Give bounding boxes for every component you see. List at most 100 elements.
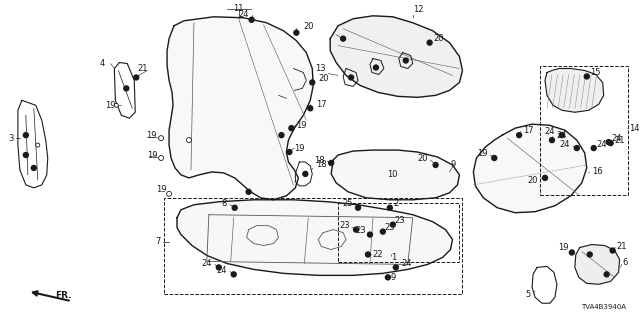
Circle shape (246, 189, 251, 194)
Circle shape (403, 58, 408, 63)
Circle shape (36, 143, 40, 147)
Circle shape (610, 248, 615, 253)
Text: 18: 18 (315, 156, 325, 164)
Text: 19: 19 (477, 148, 487, 157)
Text: 24: 24 (559, 140, 570, 148)
Circle shape (329, 161, 333, 165)
Text: 18: 18 (316, 160, 327, 170)
Text: 23: 23 (395, 216, 406, 225)
Text: 24: 24 (545, 127, 555, 136)
Circle shape (186, 138, 191, 143)
Circle shape (365, 252, 371, 257)
Text: 14: 14 (630, 124, 640, 133)
Polygon shape (545, 68, 604, 112)
Text: 17: 17 (316, 100, 327, 109)
Circle shape (516, 133, 522, 138)
Circle shape (340, 36, 346, 41)
Text: 19: 19 (294, 144, 305, 153)
Text: 19: 19 (147, 150, 157, 160)
Text: 20: 20 (303, 22, 314, 31)
Text: 21: 21 (616, 242, 627, 251)
Circle shape (31, 165, 36, 171)
Text: TVA4B3940A: TVA4B3940A (582, 304, 627, 310)
Circle shape (394, 265, 398, 270)
Text: 24: 24 (202, 259, 212, 268)
Circle shape (492, 156, 497, 161)
Circle shape (289, 126, 294, 131)
Circle shape (374, 65, 378, 70)
Circle shape (353, 227, 358, 232)
Text: 12: 12 (413, 5, 423, 14)
Text: 19: 19 (106, 101, 116, 110)
Text: 20: 20 (434, 34, 444, 43)
Bar (164, 198, 463, 294)
Circle shape (349, 75, 353, 80)
Text: 19: 19 (296, 121, 307, 130)
Polygon shape (331, 150, 460, 200)
Text: 15: 15 (589, 68, 600, 77)
Bar (540, 66, 628, 195)
Text: 9: 9 (391, 273, 396, 282)
Circle shape (279, 133, 284, 138)
Text: 6: 6 (623, 258, 628, 267)
Text: 11: 11 (234, 4, 244, 13)
Circle shape (559, 133, 564, 138)
Circle shape (385, 275, 390, 280)
Polygon shape (330, 16, 463, 97)
Text: 24: 24 (239, 10, 249, 19)
Circle shape (591, 146, 596, 150)
Polygon shape (167, 17, 313, 200)
Circle shape (608, 140, 613, 146)
Text: 21: 21 (614, 136, 625, 145)
Text: 3: 3 (8, 134, 13, 143)
Text: 19: 19 (558, 243, 569, 252)
Circle shape (294, 30, 299, 35)
Polygon shape (177, 200, 452, 276)
Circle shape (543, 175, 547, 180)
Circle shape (570, 250, 574, 255)
Circle shape (231, 272, 236, 277)
Circle shape (115, 103, 118, 107)
Circle shape (584, 74, 589, 79)
Text: 10: 10 (388, 171, 398, 180)
Circle shape (427, 40, 432, 45)
Text: 13: 13 (316, 64, 326, 73)
Text: 16: 16 (592, 167, 602, 176)
Circle shape (390, 222, 396, 227)
Circle shape (387, 205, 392, 210)
Text: 4: 4 (99, 59, 105, 68)
Circle shape (287, 149, 292, 155)
Text: 1: 1 (391, 253, 396, 262)
Text: 24: 24 (612, 134, 622, 143)
Text: 5: 5 (526, 290, 531, 299)
Text: FR.: FR. (54, 291, 71, 300)
Circle shape (308, 106, 313, 111)
Text: 20: 20 (318, 74, 329, 83)
Circle shape (606, 140, 611, 145)
Text: 2: 2 (394, 199, 399, 208)
Text: 21: 21 (137, 64, 148, 73)
Bar (338, 203, 460, 262)
Circle shape (367, 232, 372, 237)
Circle shape (124, 86, 129, 91)
Text: 8: 8 (221, 199, 227, 208)
Text: 19: 19 (146, 131, 157, 140)
Circle shape (159, 156, 164, 161)
Circle shape (232, 205, 237, 210)
Circle shape (550, 138, 554, 143)
Polygon shape (575, 244, 620, 284)
Circle shape (303, 172, 308, 176)
Text: 23: 23 (355, 226, 366, 235)
Text: 23: 23 (339, 221, 350, 230)
Text: 24: 24 (216, 266, 227, 275)
Text: 7: 7 (156, 237, 161, 246)
Text: 24: 24 (402, 259, 412, 268)
Circle shape (249, 17, 254, 22)
Circle shape (310, 80, 315, 85)
Circle shape (604, 272, 609, 277)
Text: 19: 19 (157, 185, 167, 194)
Text: 25: 25 (342, 199, 353, 208)
Text: 20: 20 (527, 176, 538, 185)
Text: 20: 20 (417, 154, 428, 163)
Text: 9: 9 (451, 160, 456, 170)
